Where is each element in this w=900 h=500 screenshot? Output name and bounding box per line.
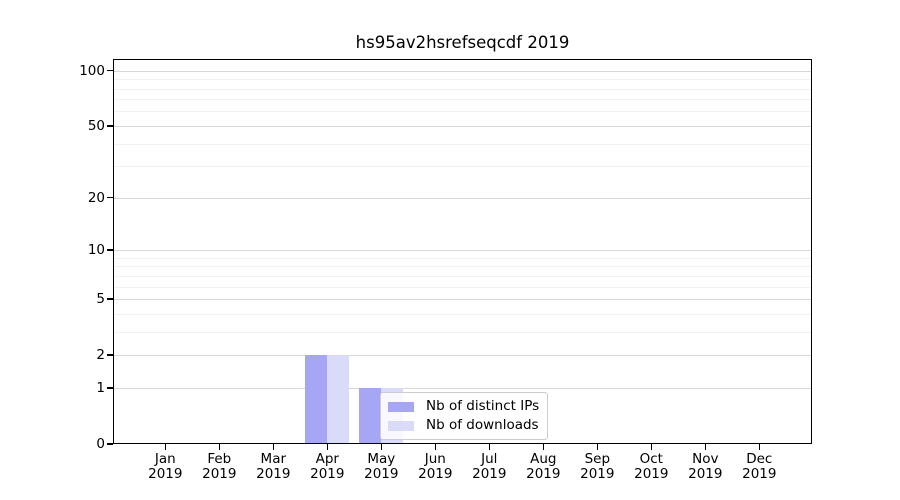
x-tick-year: 2019 [148,466,183,482]
x-tick-year: 2019 [202,466,237,482]
x-tick-month: May [367,451,396,467]
x-tick-year: 2019 [310,466,345,482]
x-tick-label-jan: Jan 2019 [135,452,195,482]
x-tick-month: Jan [154,451,176,467]
gridline-minor-3 [113,331,812,333]
x-tick-aug [542,444,545,450]
x-tick-label-oct: Oct 2019 [621,452,681,482]
x-tick-label-mar: Mar 2019 [243,452,303,482]
gridline-minor-40 [113,143,812,145]
gridline-major-1 [113,387,812,389]
x-tick-jun [434,444,437,450]
x-tick-year: 2019 [418,466,453,482]
x-tick-label-dec: Dec 2019 [729,452,789,482]
y-tick-label-10: 10 [87,242,105,259]
gridline-minor-30 [113,166,812,168]
x-tick-month: Oct [639,451,663,467]
x-tick-label-may: May 2019 [351,452,411,482]
gridline-major-100 [113,70,812,72]
y-tick-label-5: 5 [96,291,105,308]
gridline-minor-6 [113,286,812,288]
x-tick-label-sep: Sep 2019 [567,452,627,482]
gridline-minor-70 [113,99,812,101]
gridline-minor-7 [113,275,812,277]
legend-swatch-downloads [388,420,414,431]
x-tick-month: Mar [260,451,287,467]
gridline-major-10 [113,250,812,252]
x-tick-month: Nov [692,451,719,467]
gridline-major-50 [113,125,812,127]
x-tick-month: Dec [746,451,773,467]
x-tick-month: Jun [424,451,446,467]
x-tick-label-feb: Feb 2019 [189,452,249,482]
x-tick-year: 2019 [742,466,777,482]
y-tick-label-0: 0 [96,436,105,452]
x-tick-mar [272,444,275,450]
x-tick-year: 2019 [256,466,291,482]
x-tick-sep [596,444,599,450]
y-tick-5 [107,298,113,300]
y-tick-20 [107,196,113,199]
x-tick-dec [758,444,761,450]
y-tick-1 [107,387,113,389]
legend-entry-distinct-ips: Nb of distinct IPs [388,399,539,414]
x-tick-year: 2019 [472,466,507,482]
x-tick-label-jul: Jul 2019 [459,452,519,482]
gridline-major-2 [113,355,812,357]
y-tick-2 [107,354,113,356]
gridline-minor-4 [113,313,812,315]
x-tick-month: Aug [530,451,557,467]
legend-label-downloads: Nb of downloads [426,417,539,433]
gridline-minor-8 [113,266,812,268]
x-tick-label-aug: Aug 2019 [513,452,573,482]
bar-nb-of-distinct-ips-may [359,387,382,444]
x-tick-feb [218,444,221,450]
x-tick-jul [488,444,491,450]
x-tick-month: Sep [584,451,611,467]
y-tick-50 [107,125,113,127]
y-tick-10 [107,249,113,251]
x-tick-year: 2019 [634,466,669,482]
y-tick-label-1: 1 [96,379,105,396]
gridline-major-20 [113,197,812,199]
bar-nb-of-downloads-apr [327,355,350,444]
y-tick-100 [107,69,113,72]
x-tick-year: 2019 [526,466,561,482]
x-tick-year: 2019 [364,466,399,482]
gridline-major-5 [113,299,812,301]
x-tick-may [380,444,383,450]
y-tick-label-2: 2 [96,347,105,364]
gridline-minor-90 [113,79,812,81]
chart-title: hs95av2hsrefseqcdf 2019 [355,33,570,52]
y-tick-label-20: 20 [87,189,105,206]
legend-entry-downloads: Nb of downloads [388,418,539,433]
x-tick-apr [326,444,329,450]
x-tick-oct [650,444,653,450]
legend-swatch-distinct-ips [388,401,414,412]
y-tick-label-50: 50 [87,117,105,134]
gridline-minor-60 [113,111,812,113]
bar-nb-of-distinct-ips-apr [305,355,328,444]
x-tick-label-nov: Nov 2019 [675,452,735,482]
x-tick-month: Jul [481,451,498,467]
x-tick-nov [704,444,707,450]
y-tick-label-100: 100 [79,62,105,79]
legend-label-distinct-ips: Nb of distinct IPs [426,398,540,414]
plot-area [113,59,812,444]
x-tick-month: Apr [315,451,339,467]
x-tick-label-jun: Jun 2019 [405,452,465,482]
x-tick-label-apr: Apr 2019 [297,452,357,482]
x-tick-month: Feb [207,451,232,467]
gridline-minor-9 [113,257,812,259]
y-tick-0 [107,443,113,445]
legend: Nb of distinct IPs Nb of downloads [380,392,549,440]
x-tick-jan [164,444,167,450]
x-tick-year: 2019 [580,466,615,482]
gridline-minor-80 [113,88,812,90]
x-tick-year: 2019 [688,466,723,482]
